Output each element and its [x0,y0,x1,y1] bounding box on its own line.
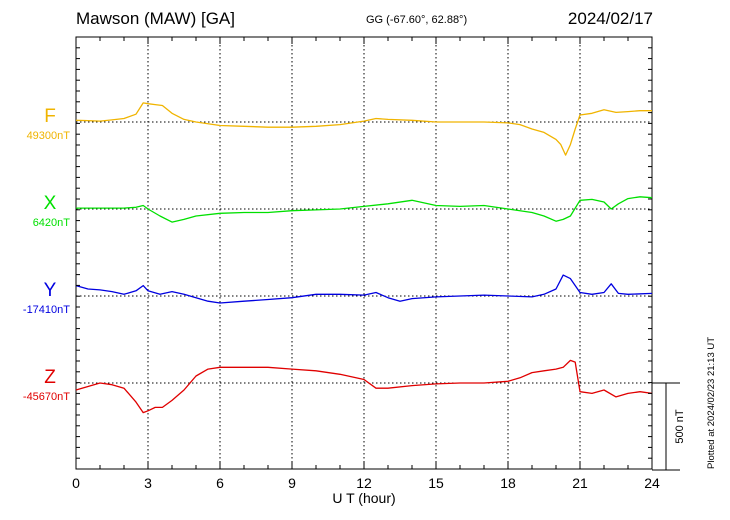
series-line-x [76,196,653,223]
series-line-f [75,102,652,156]
station-title: Mawson (MAW) [GA] [76,9,235,28]
series-baseline-y: -17410nT [23,304,70,316]
x-tick-label: 9 [288,475,296,491]
series-line-y [75,274,653,304]
series-name-z: Z [44,367,56,388]
series-baseline-f: 49300nT [27,130,71,142]
x-tick-label: 21 [572,475,588,491]
baselines [76,121,652,384]
x-tick-label: 24 [644,475,660,491]
series-name-x: X [44,193,57,214]
x-axis-title: U T (hour) [332,490,395,506]
x-tick-label: 18 [500,475,516,491]
x-tick-label: 6 [216,475,224,491]
x-tick-label: 15 [428,475,444,491]
series-group: F 49300nT X 6420nT Y -17410nT Z -45670nT [23,102,653,414]
grid [147,37,581,469]
geographic-coordinates: GG (-67.60°, 62.88°) [366,14,468,26]
series-name-f: F [44,106,56,127]
x-tick-label: 3 [144,475,152,491]
x-axis: 0 3 6 9 12 15 18 21 24 U T (hour) [72,37,660,506]
series-baseline-x: 6420nT [33,217,71,229]
scale-bar-label: 500 nT [674,409,686,444]
series-baseline-z: -45670nT [23,391,70,403]
x-tick-label: 0 [72,475,80,491]
x-tick-label: 12 [356,475,372,491]
series-line-z [75,359,653,414]
series-name-y: Y [44,280,57,301]
plot-date: 2024/02/17 [567,9,653,28]
scale-bar: 500 nT [652,382,686,471]
